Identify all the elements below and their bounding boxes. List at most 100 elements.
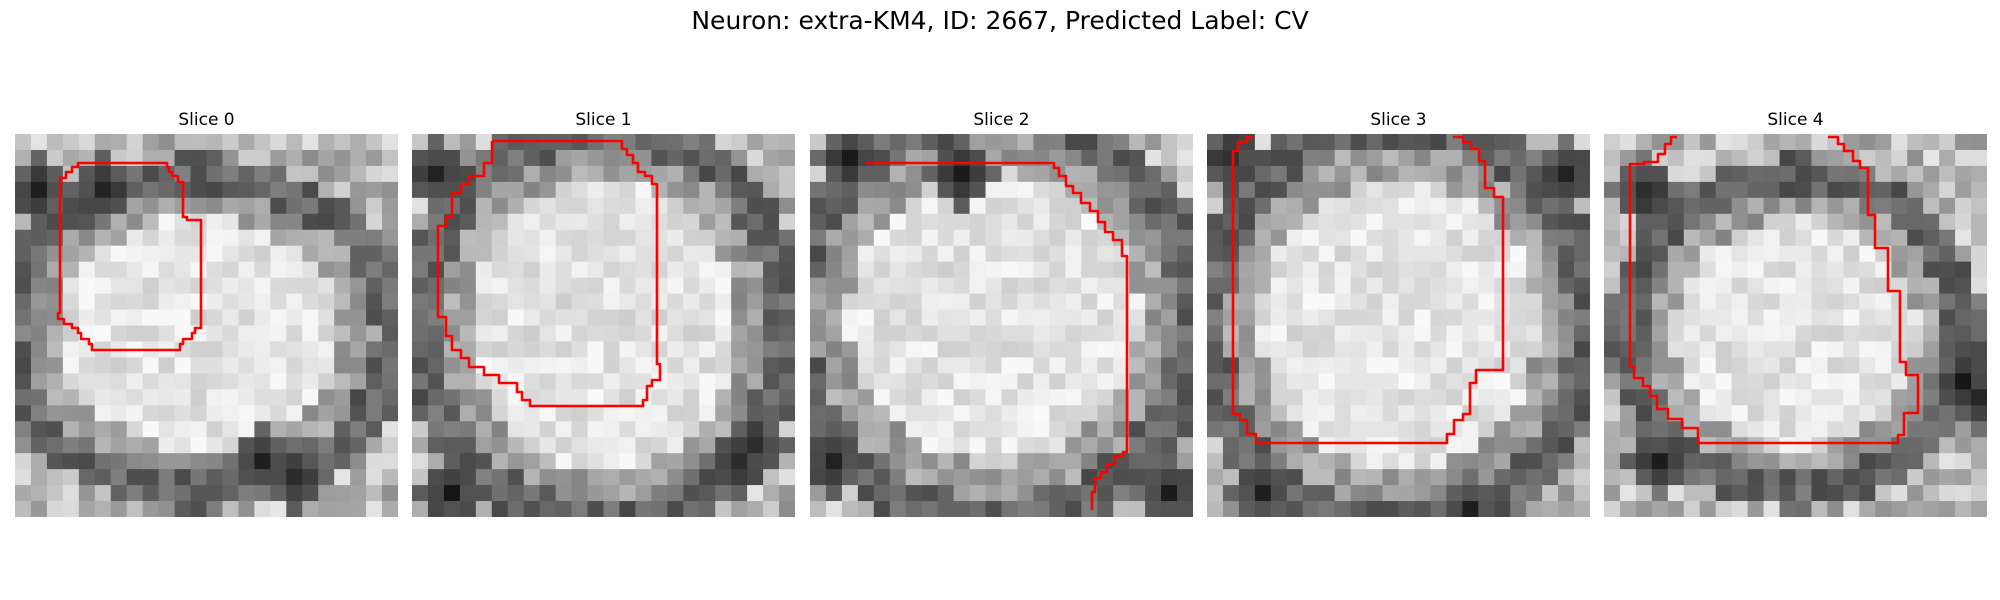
pixel (1699, 293, 1717, 311)
pixel (1955, 165, 1972, 183)
pixel (1779, 325, 1797, 343)
pixel (302, 229, 319, 247)
pixel (603, 165, 621, 183)
pixel (1683, 485, 1701, 502)
pixel (1033, 293, 1050, 311)
pixel (571, 213, 589, 231)
pixel (1065, 501, 1082, 517)
pixel (1526, 309, 1543, 327)
pixel (1827, 485, 1844, 502)
pixel (921, 437, 939, 454)
pixel (1017, 229, 1035, 247)
pixel (1161, 261, 1178, 279)
pixel (1129, 373, 1146, 390)
pixel (1254, 181, 1272, 199)
pixel (334, 213, 351, 231)
pixel (1747, 245, 1765, 263)
pixel (1747, 181, 1765, 199)
pixel (270, 181, 287, 199)
pixel (1635, 165, 1653, 183)
pixel (841, 213, 859, 231)
pixel (459, 197, 477, 215)
pixel (254, 293, 271, 311)
pixel (1971, 437, 1987, 454)
pixel (1430, 421, 1447, 438)
pixel (1478, 261, 1495, 279)
pixel (937, 309, 955, 327)
pixel (1446, 405, 1463, 422)
pixel (491, 245, 509, 263)
pixel (366, 405, 383, 422)
pixel (810, 453, 827, 470)
pixel (110, 245, 128, 263)
pixel (699, 197, 716, 215)
pixel (1286, 261, 1304, 279)
pixel (889, 389, 907, 406)
pixel (667, 453, 684, 470)
pixel (334, 149, 351, 167)
pixel (1683, 341, 1701, 359)
pixel (1923, 341, 1940, 359)
pixel (62, 501, 80, 517)
pixel (1955, 309, 1972, 327)
pixel (1558, 485, 1575, 502)
pixel (699, 357, 716, 374)
pixel (1207, 213, 1224, 231)
pixel (412, 325, 429, 343)
pixel (857, 485, 875, 502)
pixel (523, 309, 541, 327)
pixel (459, 229, 477, 247)
pixel (1542, 197, 1559, 215)
pixel (1207, 309, 1224, 327)
pixel (1446, 341, 1463, 359)
pixel (667, 373, 684, 390)
pixel (1334, 293, 1352, 311)
pixel (1398, 277, 1416, 295)
pixel (763, 437, 780, 454)
pixel (857, 325, 875, 343)
pixel (731, 437, 748, 454)
pixel (873, 309, 891, 327)
pixel (1366, 389, 1384, 406)
pixel (110, 501, 128, 517)
pixel (779, 245, 795, 263)
pixel (1017, 437, 1035, 454)
pixel (206, 134, 224, 151)
pixel (1382, 309, 1400, 327)
pixel (731, 165, 748, 183)
pixel (731, 149, 748, 167)
pixel (15, 181, 32, 199)
pixel (286, 341, 303, 359)
pixel (825, 373, 843, 390)
pixel (539, 389, 557, 406)
pixel (238, 405, 255, 422)
pixel (619, 437, 637, 454)
pixel (1747, 309, 1765, 327)
pixel (1033, 261, 1050, 279)
pixel (555, 261, 573, 279)
pixel (1177, 469, 1193, 486)
pixel (841, 357, 859, 374)
pixel (1923, 357, 1940, 374)
pixel (953, 341, 971, 359)
pixel (1510, 485, 1527, 502)
pixel (1731, 261, 1749, 279)
pixel (412, 389, 429, 406)
pixel (1526, 325, 1543, 343)
pixel (1715, 213, 1733, 231)
pixel (1222, 421, 1240, 438)
pixel (1510, 293, 1527, 311)
pixel (1843, 293, 1860, 311)
pixel (382, 229, 398, 247)
pixel (1907, 325, 1924, 343)
pixel (206, 261, 224, 279)
pixel (683, 389, 700, 406)
pixel (1382, 134, 1400, 151)
slice-svg (15, 134, 398, 517)
pixel (1286, 325, 1304, 343)
pixel (491, 453, 509, 470)
pixel (1129, 197, 1146, 215)
pixel (715, 293, 732, 311)
pixel (1161, 341, 1178, 359)
pixel (475, 277, 493, 295)
